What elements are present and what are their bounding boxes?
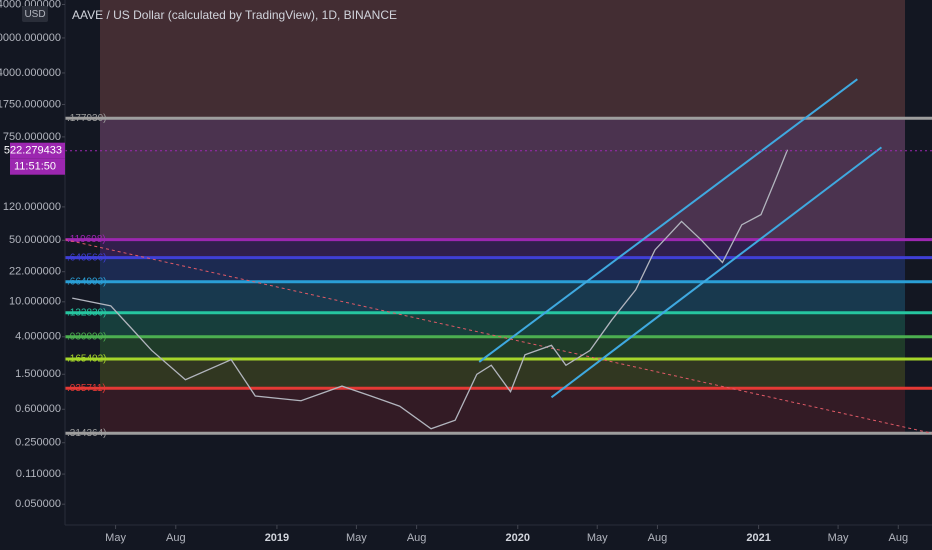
level-label: .035711): [67, 383, 106, 394]
level-label: .132839): [67, 307, 106, 318]
x-axis-panel: [0, 525, 932, 550]
y-tick-label: 10000.000000: [0, 32, 61, 44]
level-band: [100, 358, 905, 389]
y-axis-panel: [0, 0, 65, 550]
level-band: [100, 388, 905, 434]
level-band: [100, 281, 905, 313]
level-label: .640566): [67, 252, 106, 263]
x-tick-label: 2021: [746, 532, 770, 544]
level-label: .165402): [67, 354, 106, 365]
x-tick-label: 2020: [506, 532, 530, 544]
x-tick-label: May: [105, 532, 126, 544]
y-tick-label: 750.000000: [3, 131, 61, 143]
y-tick-label: 1.500000: [15, 368, 61, 380]
x-tick-label: May: [346, 532, 367, 544]
y-tick-label: 0.050000: [15, 498, 61, 510]
axes: 24000.000000 10000.000000 4000.000000 1750.…: [0, 0, 908, 544]
x-tick-label: Aug: [407, 532, 427, 544]
y-tick-label: 4000.000000: [0, 67, 61, 79]
plot: .177930) .119698) .640566) .664993) .132839)…: [64, 0, 932, 439]
trend-line: [550, 146, 883, 399]
level-band: [100, 312, 905, 337]
level-label: .119698): [67, 234, 106, 245]
x-tick-label: Aug: [888, 532, 908, 544]
y-tick-label: 0.250000: [15, 437, 61, 449]
countdown-badge: [10, 158, 65, 175]
x-tick-label: May: [587, 532, 608, 544]
currency-badge[interactable]: [22, 6, 48, 22]
y-tick-label: 0.600000: [15, 403, 61, 415]
y-tick-label: 24000.000000: [0, 0, 61, 10]
chart-title: AAVE / US Dollar (calculated by TradingV…: [72, 8, 397, 22]
price-badge: [10, 142, 65, 159]
y-tick-label: 50.000000: [9, 234, 61, 246]
price-line: [72, 149, 789, 430]
countdown-label: 11:51:50: [14, 161, 56, 173]
currency: USD: [24, 9, 45, 20]
x-tick-label: 2019: [265, 532, 289, 544]
x-tick-label: Aug: [648, 532, 668, 544]
y-tick-label: 1750.000000: [0, 98, 61, 110]
level-label: .930090): [67, 331, 106, 342]
level-label: .664993): [67, 276, 106, 287]
y-tick-label: 4.000000: [15, 331, 61, 343]
level-label: .177930): [67, 113, 106, 124]
trend-line: [478, 78, 858, 363]
y-tick-label: 120.000000: [3, 201, 61, 213]
level-band: [100, 239, 905, 258]
level-band: [100, 118, 905, 240]
x-tick-label: Aug: [166, 532, 186, 544]
trend-line: [64, 239, 932, 434]
level-label: .314364): [67, 428, 106, 439]
y-tick-label: 22.000000: [9, 266, 61, 278]
x-tick-label: May: [828, 532, 849, 544]
y-tick-label: 0.110000: [16, 468, 61, 480]
level-band: [100, 336, 905, 359]
y-tick-label: 10.000000: [9, 296, 61, 308]
price-label: 522.279433: [4, 145, 62, 157]
level-band: [100, 257, 905, 282]
level-band: [100, 0, 905, 119]
